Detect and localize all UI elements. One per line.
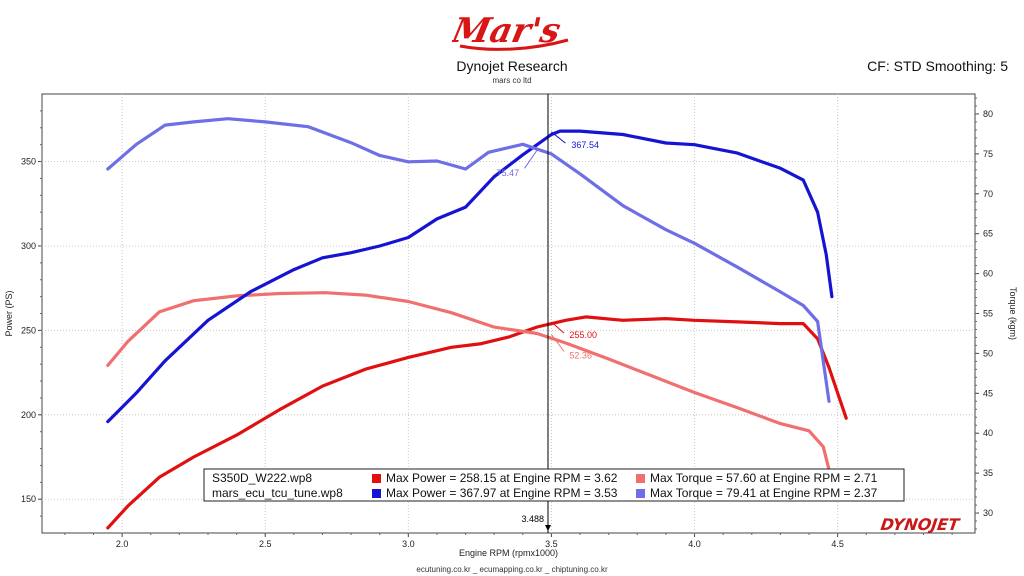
annotation-layer: 3.488 367.54 75.47 255.00 52.36: [497, 94, 599, 533]
plot-frame: [41, 93, 976, 534]
legend-power-text: Max Power = 258.15 at Engine RPM = 3.62: [386, 471, 618, 485]
annotation-label: 75.47: [497, 168, 520, 178]
annotation-pointer: [551, 321, 565, 334]
legend-torque-text: Max Torque = 79.41 at Engine RPM = 2.37: [650, 486, 878, 500]
y2-tick-label: 55: [983, 309, 993, 319]
y2-tick-label: 60: [983, 269, 993, 279]
y2-tick-label: 35: [983, 468, 993, 478]
y2-tick-label: 40: [983, 428, 993, 438]
annotation-pointer: [551, 334, 565, 352]
legend-power-text: Max Power = 367.97 at Engine RPM = 3.53: [386, 486, 618, 500]
cursor-arrow: [544, 525, 551, 531]
correction-factor-label: CF: STD Smoothing: 5: [867, 58, 1008, 74]
y-tick-label: 150: [21, 494, 36, 504]
x-axis-label: Engine RPM (rpmx1000): [459, 548, 558, 558]
legend-power-swatch: [372, 489, 381, 498]
annotation-label: 367.54: [571, 140, 599, 150]
y2-tick-label: 30: [983, 508, 993, 518]
axis-layer: 2.0 2.5 3.0 3.5 4.0 4.5 150 200 250 300 350 30 35 40 4…: [4, 97, 1018, 558]
grid-layer: [41, 93, 976, 534]
series-line: [106, 315, 848, 530]
y2-tick-label: 45: [983, 388, 993, 398]
chart-title: Dynojet Research: [456, 58, 568, 74]
x-tick-label: 3.5: [545, 539, 558, 549]
annotation-pointer: [524, 149, 538, 169]
y-tick-label: 250: [21, 325, 36, 335]
y2-axis-label: Torque (kgm): [1008, 287, 1018, 340]
legend-power-swatch: [372, 474, 381, 483]
dynojet-brand: DYNOJET: [879, 515, 962, 534]
cursor-label: 3.488: [521, 514, 544, 524]
legend: S350D_W222.wp8 Max Power = 258.15 at Engi…: [203, 468, 905, 502]
y-tick-label: 350: [21, 157, 36, 167]
x-tick-label: 4.5: [831, 539, 844, 549]
y2-tick-label: 65: [983, 229, 993, 239]
series-line: [106, 117, 831, 403]
legend-file-label: mars_ecu_tcu_tune.wp8: [212, 486, 343, 500]
legend-torque-text: Max Torque = 57.60 at Engine RPM = 2.71: [650, 471, 878, 485]
legend-torque-swatch: [636, 474, 645, 483]
y2-tick-label: 50: [983, 348, 993, 358]
annotation-label: 52.36: [569, 351, 592, 361]
y-axis-label: Power (PS): [4, 290, 14, 336]
legend-torque-swatch: [636, 489, 645, 498]
series-line: [106, 129, 834, 424]
annotation-pointer: [551, 131, 566, 144]
y2-tick-label: 80: [983, 109, 993, 119]
series-line: [106, 291, 834, 483]
footer-text: ecutuning.co.kr _ ecumapping.co.kr _ chi…: [416, 565, 608, 574]
x-tick-label: 4.0: [688, 539, 701, 549]
y2-tick-label: 70: [983, 189, 993, 199]
mars-logo: Mar's: [452, 11, 569, 51]
y-tick-label: 200: [21, 410, 36, 420]
legend-file-label: S350D_W222.wp8: [212, 471, 312, 485]
series-layer: [106, 117, 848, 530]
x-tick-label: 2.0: [116, 539, 129, 549]
x-tick-label: 3.0: [402, 539, 415, 549]
y-tick-label: 300: [21, 241, 36, 251]
chart-subtitle: mars co ltd: [492, 76, 532, 85]
x-tick-label: 2.5: [259, 539, 272, 549]
annotation-label: 255.00: [569, 330, 597, 340]
legend-box: [203, 468, 905, 502]
y2-tick-label: 75: [983, 149, 993, 159]
